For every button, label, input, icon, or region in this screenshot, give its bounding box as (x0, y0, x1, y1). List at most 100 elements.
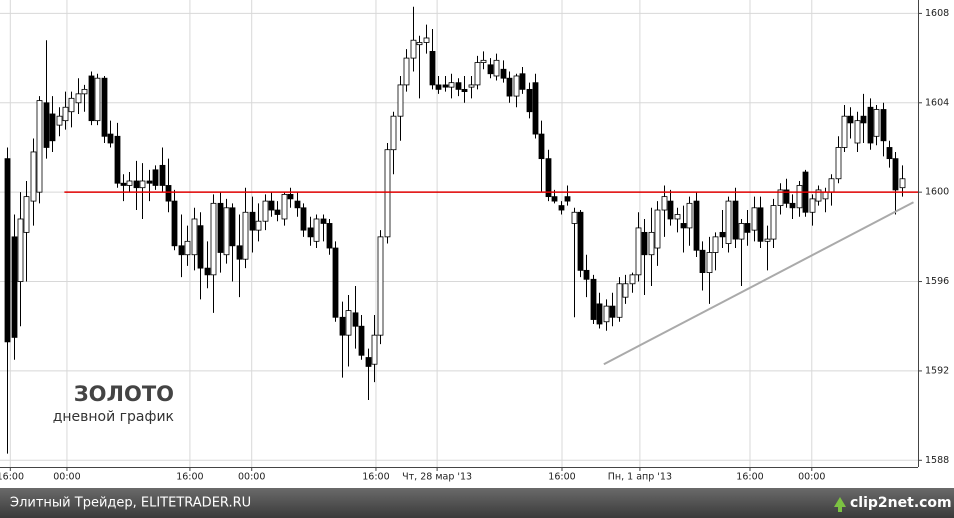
x-tick-label: Чт, 28 мар '13 (402, 472, 472, 483)
candle-body (629, 274, 636, 285)
candle-body (178, 245, 185, 256)
candle-body (815, 189, 822, 202)
candle-body (56, 115, 63, 126)
candle-body (474, 62, 481, 86)
candle-body (326, 223, 333, 249)
candle-body (571, 211, 578, 224)
candle-body (358, 325, 365, 356)
candle-body (274, 209, 281, 215)
candle-body (725, 200, 732, 244)
x-tick-label: 16:00 (736, 472, 763, 483)
candle-body (899, 178, 906, 189)
candle-body (294, 200, 301, 209)
candle-body (287, 193, 294, 200)
candle-body (796, 185, 803, 209)
candle-body (686, 202, 693, 229)
chart-subtitle: дневной график (53, 409, 174, 425)
candle-body (667, 200, 674, 220)
candle-body (886, 147, 893, 160)
candle-body (828, 178, 835, 193)
candle-body (744, 223, 751, 233)
candle-body (641, 231, 648, 256)
trend-line (603, 201, 914, 366)
candle-body (545, 158, 552, 198)
candle-body (345, 310, 352, 336)
candle-body (410, 39, 417, 59)
candle-body (500, 68, 507, 79)
x-tick-label: 16:00 (362, 472, 389, 483)
candle-body (11, 236, 18, 338)
candle-body (519, 73, 526, 90)
candle-body (892, 158, 899, 191)
candle-body (770, 205, 777, 240)
candle-body (313, 218, 320, 242)
candle-body (616, 283, 623, 318)
candle-body (847, 115, 854, 124)
candle-body (596, 303, 603, 325)
y-tick-label: 1596 (925, 276, 949, 287)
candle-body (165, 185, 172, 202)
candle-body (281, 193, 288, 220)
candle-body (822, 191, 829, 200)
candle-body (442, 84, 449, 88)
candle-body (789, 202, 796, 209)
candle-body (873, 109, 880, 137)
candle-body (635, 227, 642, 276)
candle-body (339, 316, 346, 336)
candle-body (538, 133, 545, 160)
x-tick-label: 00:00 (53, 472, 80, 483)
candle-body (30, 151, 37, 202)
candle-body (300, 207, 307, 231)
candle-body (506, 77, 513, 97)
candle-body (551, 196, 558, 202)
x-tick-label: 00:00 (238, 472, 265, 483)
x-tick-label: 16:00 (0, 472, 24, 483)
candle-body (332, 247, 339, 318)
candle-body (468, 84, 475, 88)
candle-body (43, 102, 50, 148)
candle-body (699, 249, 706, 274)
candle-body (223, 207, 230, 256)
candle-body (809, 198, 816, 213)
y-tick-label: 1608 (925, 8, 949, 19)
candle-body (75, 93, 82, 104)
candle-body (320, 218, 327, 224)
candle-body (609, 305, 616, 318)
candle-body (461, 88, 468, 93)
candle-body (448, 82, 455, 88)
candle-body (397, 84, 404, 117)
candle-body (184, 240, 191, 256)
candle-body (680, 223, 687, 229)
x-tick-label: 16:00 (548, 472, 575, 483)
candle-body (249, 211, 256, 231)
candle-body (68, 97, 75, 113)
candle-body (757, 207, 764, 242)
candle-body (23, 196, 30, 233)
candle-body (860, 115, 867, 124)
candle-body (880, 109, 887, 142)
candle-body (764, 238, 771, 242)
candle-body (577, 211, 584, 271)
candle-body (390, 115, 397, 151)
candle-body (62, 106, 69, 122)
candle-body (101, 77, 108, 137)
candle-body (152, 169, 159, 186)
candle-body (777, 189, 784, 206)
candle-body (171, 200, 178, 247)
candle-body (88, 75, 95, 122)
candle-body (532, 82, 539, 135)
candle-body (49, 113, 56, 142)
candle-body (133, 180, 140, 189)
candle-body (255, 220, 262, 231)
candle-body (217, 202, 224, 253)
candle-body (841, 115, 848, 148)
candle-body (159, 164, 166, 186)
candle-body (423, 37, 430, 43)
candle-body (371, 334, 378, 365)
candle-body (622, 283, 629, 298)
candle-body (268, 200, 275, 211)
candle-body (126, 180, 133, 186)
y-tick-label: 1600 (925, 187, 949, 198)
candle-body (146, 180, 153, 184)
